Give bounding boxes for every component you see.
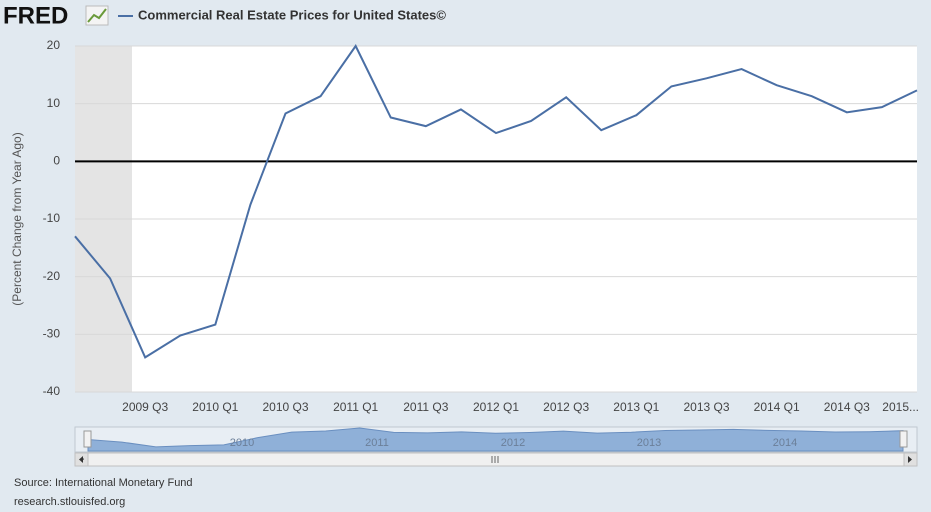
y-tick-label: -10 <box>43 211 61 225</box>
y-tick-label: -20 <box>43 269 61 283</box>
y-tick-label: -30 <box>43 327 61 341</box>
scroll-grip <box>491 456 499 463</box>
x-tick-label: 2012 Q1 <box>473 400 519 414</box>
x-tick-label: 2014 Q1 <box>754 400 800 414</box>
x-tick-label: 2010 Q1 <box>192 400 238 414</box>
x-tick-label: 2013 Q1 <box>613 400 659 414</box>
navigator-label: 2014 <box>773 437 797 449</box>
navigator-handle[interactable] <box>83 430 92 448</box>
y-tick-label: -40 <box>43 384 61 398</box>
legend-label: Commercial Real Estate Prices for United… <box>138 7 446 22</box>
logo: FRED <box>3 2 68 29</box>
navigator-label: 2012 <box>501 437 525 449</box>
url: research.stlouisfed.org <box>14 496 125 508</box>
x-tick-label: 2012 Q3 <box>543 400 589 414</box>
x-tick-label: 2014 Q3 <box>824 400 870 414</box>
series-line <box>74 44 918 359</box>
navigator-label: 2011 <box>365 437 389 449</box>
x-tick-label: 2009 Q3 <box>122 400 168 414</box>
scrollbar[interactable] <box>74 452 918 467</box>
x-tick-label: 2011 Q3 <box>403 400 448 414</box>
y-tick-label: 20 <box>47 38 61 52</box>
y-tick-label: 10 <box>47 96 61 110</box>
x-tick-label: 2011 Q1 <box>333 400 378 414</box>
navigator-label: 2013 <box>637 437 661 449</box>
x-tick-label: 2013 Q3 <box>683 400 729 414</box>
navigator-handle[interactable] <box>899 430 908 448</box>
arrow-right-icon <box>908 456 912 463</box>
x-tick-label: 2010 Q3 <box>262 400 308 414</box>
navigator-label: 2010 <box>230 437 254 449</box>
y-tick-label: 0 <box>53 154 60 168</box>
logo-icon <box>85 5 109 26</box>
x-tick-label: 2015... <box>882 400 919 414</box>
navigator-area <box>87 427 904 452</box>
y-axis-label: (Percent Change from Year Ago) <box>10 132 24 305</box>
arrow-left-icon <box>79 456 83 463</box>
source: Source: International Monetary Fund <box>14 477 193 489</box>
